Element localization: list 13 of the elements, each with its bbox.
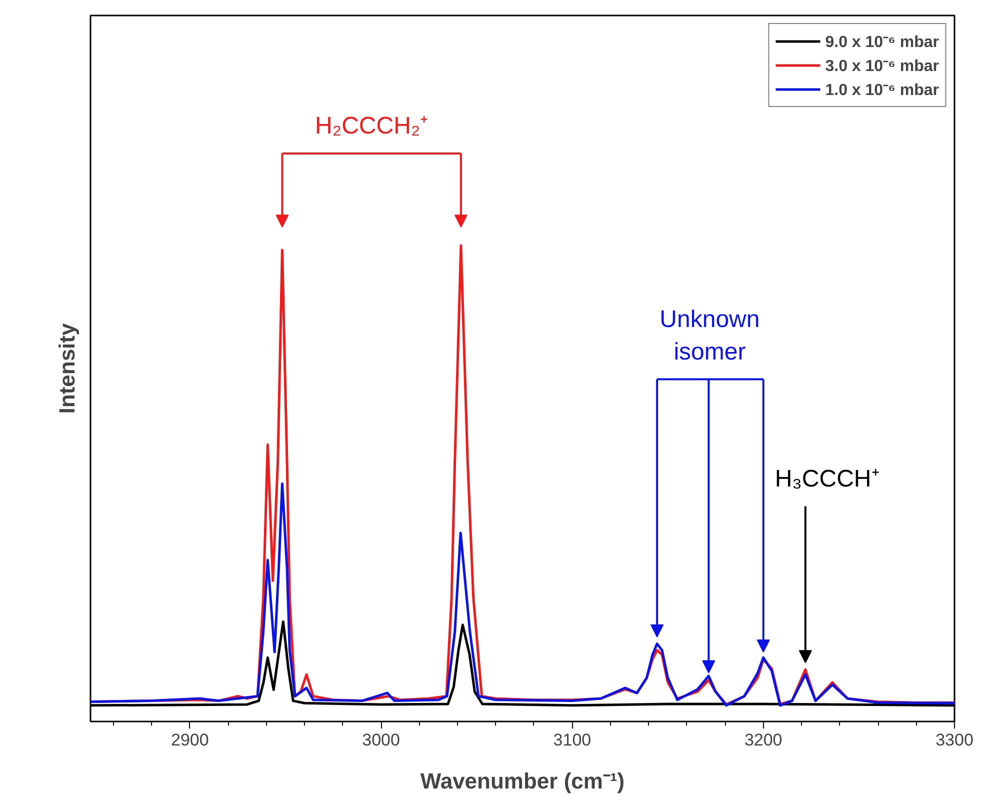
legend-label: 3.0 x 10⁻⁶ mbar [825,57,939,76]
y-axis-title: Intensity [54,322,80,414]
x-axis-title: Wavenumber (cm⁻¹) [420,768,625,794]
x-tick-label: 3000 [362,730,400,750]
x-tick-label: 3200 [744,730,782,750]
annotation: Unknown isomer [660,306,760,366]
annotation: H₃CCCH⁺ [774,465,880,492]
text: H₂CCCH₂⁺ [314,112,428,140]
x-tick-label: 3100 [553,730,592,750]
x-tick-label: 2900 [170,730,209,750]
legend-label: 1.0 x 10⁻⁶ mbar [825,81,939,100]
legend-label: 9.0 x 10⁻⁶ mbar [825,33,939,52]
x-tick-label: 3300 [936,730,974,750]
